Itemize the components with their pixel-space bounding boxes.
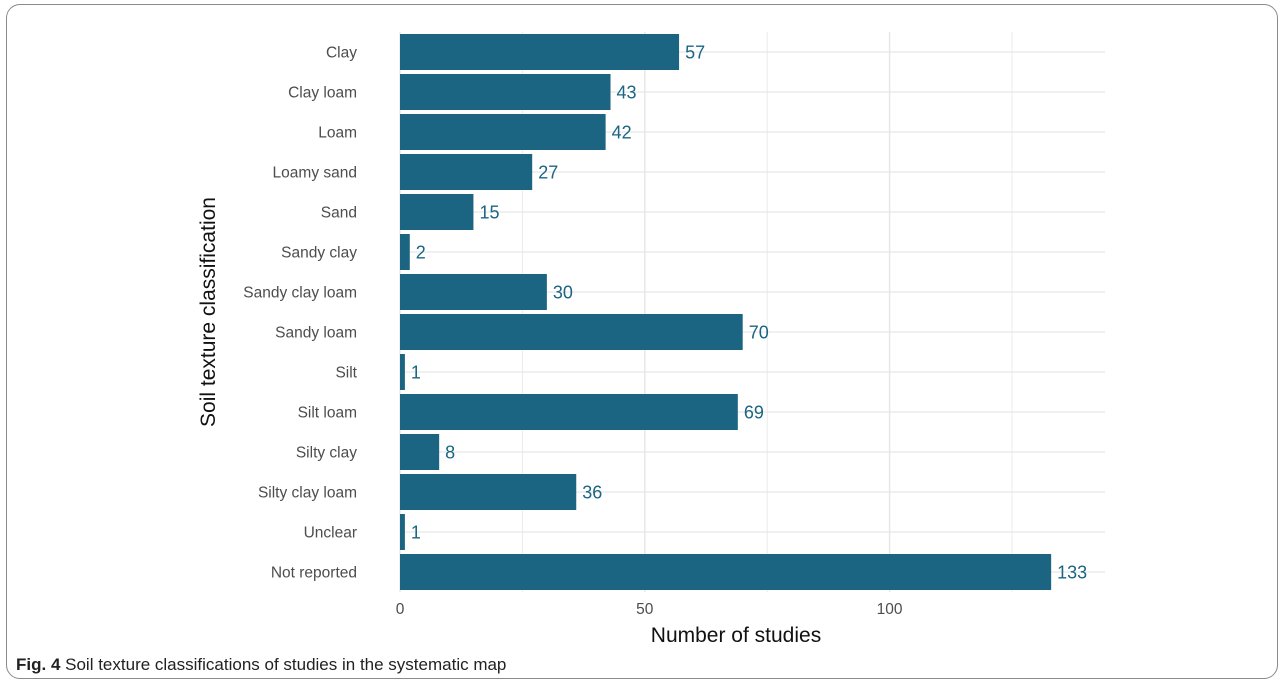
bar [400,474,577,510]
category-tick-label: Not reported [271,565,357,582]
category-tick-label: Loamy sand [273,165,357,182]
bar-value-label: 43 [617,83,637,103]
category-tick-label: Loam [318,125,357,142]
bar [400,74,611,110]
category-tick-label: Silt [335,365,357,382]
bar-value-label: 15 [479,203,499,223]
bar [400,314,743,350]
category-tick-label: Clay loam [288,85,357,102]
bar-chart: 57 43 42 27 15 2 30 70 1 69 8 36 1 133 Clay Clay loam L… [197,32,1105,647]
bar-value-label: 30 [553,283,573,303]
y-axis-title: Soil texture classification [197,197,220,427]
bar [400,154,533,190]
category-tick-label: Unclear [304,525,357,542]
bar-value-label: 36 [582,483,602,503]
figure-caption: Fig. 4 Soil texture classifications of s… [16,655,506,675]
category-tick-label: Sandy clay loam [243,285,357,302]
bar [400,554,1052,590]
bar-value-label: 70 [749,323,769,343]
category-tick-label: Silty clay [296,445,357,462]
bar-value-label: 8 [445,443,455,463]
category-tick-label: Sandy loam [275,325,357,342]
bar-value-label: 133 [1057,563,1087,583]
bar [400,114,606,150]
x-tick-label: 0 [396,601,405,618]
bar-value-label: 57 [685,43,705,63]
bar [400,274,547,310]
x-tick-layer: 0 50 100 [396,601,903,618]
category-tick-label: Silty clay loam [258,485,357,502]
bar [400,394,738,430]
category-tick-label: Clay [326,45,357,62]
category-tick-label: Silt loam [298,405,357,422]
bar-value-label: 27 [538,163,558,183]
figure-number: Fig. 4 [16,655,61,674]
category-tick-label: Sand [321,205,357,222]
category-tick-label: Sandy clay [281,245,357,262]
bar [400,34,680,70]
bar-value-label: 1 [411,523,421,543]
bar-value-label: 2 [416,243,426,263]
bar-layer: 57 43 42 27 15 2 30 70 1 69 8 36 1 133 [400,34,1087,590]
bar-value-label: 42 [612,123,632,143]
bar-value-label: 1 [411,363,421,383]
bar [400,194,474,230]
x-tick-label: 100 [877,601,903,618]
bar-value-label: 69 [744,403,764,423]
bar [400,514,405,550]
figure-frame [6,4,1278,679]
category-label-layer: Clay Clay loam Loam Loamy sand Sand Sandy cla… [243,45,357,582]
bar [400,234,410,270]
figure-caption-text: Soil texture classifications of studies … [65,655,507,674]
bar [400,354,405,390]
x-tick-label: 50 [636,601,654,618]
bar [400,434,440,470]
x-axis-title: Number of studies [651,624,821,647]
